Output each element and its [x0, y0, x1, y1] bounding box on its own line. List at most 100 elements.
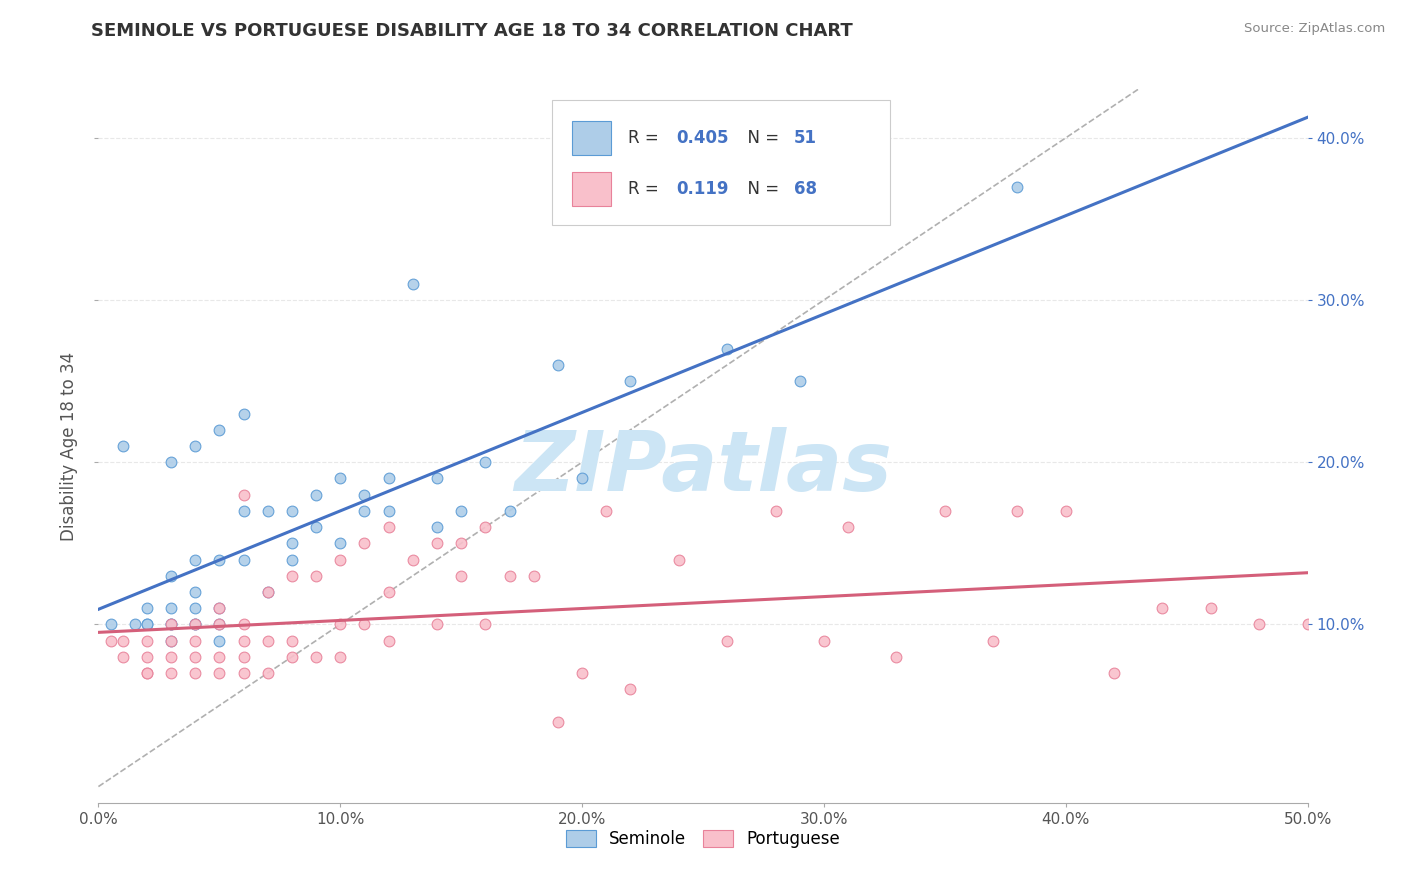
Text: ZIPatlas: ZIPatlas: [515, 427, 891, 508]
Point: [595, 504, 617, 518]
Point: [377, 504, 399, 518]
Point: [256, 585, 278, 599]
Text: SEMINOLE VS PORTUGUESE DISABILITY AGE 18 TO 34 CORRELATION CHART: SEMINOLE VS PORTUGUESE DISABILITY AGE 18…: [91, 22, 853, 40]
Point: [886, 649, 908, 664]
Point: [160, 617, 183, 632]
Point: [232, 552, 254, 566]
Point: [281, 536, 304, 550]
Point: [281, 649, 304, 664]
Point: [208, 617, 231, 632]
Text: R =: R =: [628, 128, 664, 146]
Point: [837, 520, 859, 534]
Point: [281, 552, 304, 566]
Point: [232, 407, 254, 421]
Point: [329, 552, 352, 566]
Point: [1054, 504, 1077, 518]
Point: [160, 633, 183, 648]
Point: [981, 633, 1004, 648]
Point: [426, 471, 449, 485]
Point: [450, 568, 472, 582]
Point: [160, 617, 183, 632]
Point: [160, 601, 183, 615]
Y-axis label: Disability Age 18 to 34: Disability Age 18 to 34: [60, 351, 79, 541]
Point: [184, 666, 207, 681]
Point: [208, 552, 231, 566]
Point: [426, 536, 449, 550]
Point: [135, 601, 157, 615]
Point: [619, 682, 641, 697]
Point: [353, 617, 375, 632]
Point: [135, 666, 157, 681]
Point: [668, 552, 690, 566]
Point: [232, 504, 254, 518]
Point: [1199, 601, 1222, 615]
Point: [208, 617, 231, 632]
Point: [256, 633, 278, 648]
Point: [353, 488, 375, 502]
Point: [184, 439, 207, 453]
Point: [184, 617, 207, 632]
Point: [135, 666, 157, 681]
Point: [208, 649, 231, 664]
Point: [353, 536, 375, 550]
Point: [208, 423, 231, 437]
Point: [329, 617, 352, 632]
Point: [1007, 179, 1029, 194]
Point: [256, 666, 278, 681]
Point: [232, 666, 254, 681]
Point: [135, 617, 157, 632]
Point: [1249, 617, 1271, 632]
Point: [426, 617, 449, 632]
Text: N =: N =: [737, 180, 785, 198]
Point: [789, 374, 811, 388]
Point: [329, 536, 352, 550]
Point: [184, 617, 207, 632]
Point: [329, 471, 352, 485]
Point: [184, 585, 207, 599]
Point: [208, 601, 231, 615]
Point: [402, 552, 425, 566]
Point: [208, 633, 231, 648]
Legend: Seminole, Portuguese: Seminole, Portuguese: [560, 823, 846, 855]
Point: [305, 520, 328, 534]
Point: [402, 277, 425, 291]
Point: [765, 504, 787, 518]
Point: [305, 488, 328, 502]
Point: [571, 471, 593, 485]
Point: [474, 520, 496, 534]
Point: [281, 504, 304, 518]
Point: [184, 649, 207, 664]
Point: [498, 504, 520, 518]
Text: 68: 68: [793, 180, 817, 198]
Point: [100, 633, 122, 648]
FancyBboxPatch shape: [572, 172, 612, 206]
Point: [498, 568, 520, 582]
Point: [232, 649, 254, 664]
Point: [184, 601, 207, 615]
Point: [1102, 666, 1125, 681]
Point: [281, 568, 304, 582]
Point: [135, 617, 157, 632]
Point: [256, 504, 278, 518]
Point: [135, 649, 157, 664]
Point: [474, 617, 496, 632]
Point: [160, 617, 183, 632]
Point: [474, 455, 496, 469]
Point: [160, 666, 183, 681]
Point: [426, 520, 449, 534]
Point: [208, 601, 231, 615]
Point: [329, 649, 352, 664]
Point: [523, 568, 546, 582]
Point: [1296, 617, 1319, 632]
Point: [184, 633, 207, 648]
FancyBboxPatch shape: [572, 120, 612, 155]
Point: [716, 633, 738, 648]
Point: [111, 649, 134, 664]
Point: [281, 633, 304, 648]
Point: [377, 633, 399, 648]
Point: [1007, 504, 1029, 518]
Text: Source: ZipAtlas.com: Source: ZipAtlas.com: [1244, 22, 1385, 36]
Point: [160, 455, 183, 469]
Point: [450, 504, 472, 518]
Point: [1152, 601, 1174, 615]
